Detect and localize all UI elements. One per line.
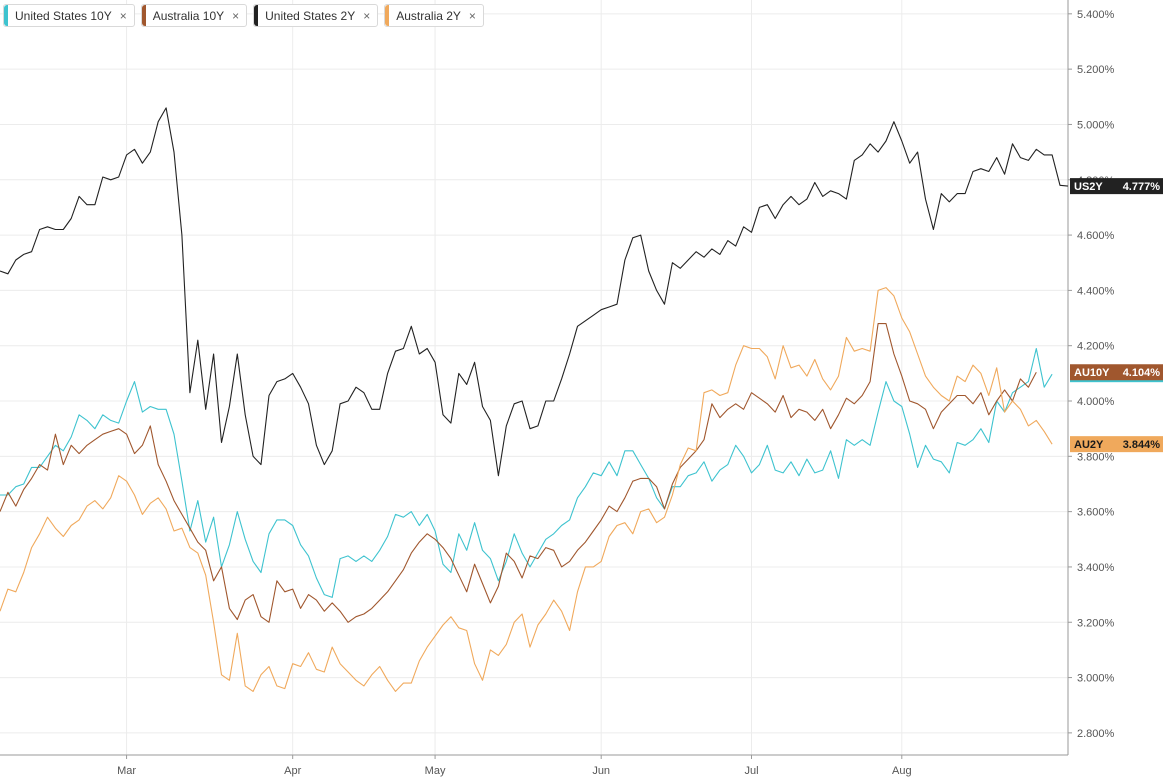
value-tag-au2y: AU2Y 3.844% <box>1070 436 1163 453</box>
value-tag-symbol: AU10Y <box>1074 367 1110 379</box>
legend-swatch <box>4 5 8 26</box>
legend-chip-au10y[interactable]: Australia 10Y × <box>140 4 248 27</box>
y-tick-label: 5.400% <box>1077 9 1115 21</box>
legend-label: United States 10Y <box>15 8 112 23</box>
value-tag-us2y: US2Y 4.777% <box>1070 178 1163 195</box>
value-tag-bg <box>1070 364 1163 381</box>
value-tag-symbol: AU2Y <box>1074 439 1104 451</box>
y-tick-label: 3.800% <box>1077 451 1115 463</box>
series-line-au2y <box>0 287 1053 692</box>
value-tag-bg <box>1070 436 1163 453</box>
y-tick-label: 2.800% <box>1077 728 1115 740</box>
y-tick-label: 3.600% <box>1077 507 1115 519</box>
close-icon[interactable]: × <box>232 8 240 23</box>
y-tick-label: 4.400% <box>1077 285 1115 297</box>
value-tag-value: 4.104% <box>1123 367 1161 379</box>
value-tag-value: 3.844% <box>1123 439 1161 451</box>
legend-label: United States 2Y <box>265 8 356 23</box>
close-icon[interactable]: × <box>468 8 476 23</box>
legend: United States 10Y × Australia 10Y × Unit… <box>3 4 484 27</box>
close-icon[interactable]: × <box>119 8 127 23</box>
x-tick-label: Apr <box>284 765 301 777</box>
legend-chip-us2y[interactable]: United States 2Y × <box>253 4 379 27</box>
close-icon[interactable]: × <box>363 8 371 23</box>
value-tag-au10y: AU10Y 4.104% <box>1070 364 1163 381</box>
x-tick-label: Aug <box>892 765 912 777</box>
legend-swatch <box>254 5 259 26</box>
value-tag-symbol: US2Y <box>1074 181 1103 193</box>
legend-chip-us10y[interactable]: United States 10Y × <box>3 4 135 27</box>
y-tick-label: 3.400% <box>1077 562 1115 574</box>
x-tick-label: Jun <box>592 765 610 777</box>
y-tick-label: 4.200% <box>1077 341 1115 353</box>
value-tag-bg <box>1070 178 1163 195</box>
x-tick-label: May <box>425 765 446 777</box>
series-line-au10y <box>0 323 1037 623</box>
y-tick-label: 3.200% <box>1077 617 1115 629</box>
y-tick-label: 5.200% <box>1077 64 1115 76</box>
series-line-us2y <box>0 107 1068 477</box>
y-tick-label: 5.000% <box>1077 119 1115 131</box>
y-tick-label: 4.600% <box>1077 230 1115 242</box>
x-tick-label: Mar <box>117 765 136 777</box>
legend-label: Australia 10Y <box>152 8 225 23</box>
legend-swatch <box>141 5 146 26</box>
legend-chip-au2y[interactable]: Australia 2Y × <box>384 4 484 27</box>
value-tag-value: 4.777% <box>1123 181 1161 193</box>
series-line-us10y <box>0 347 1053 598</box>
y-tick-label: 3.000% <box>1077 673 1115 685</box>
y-tick-label: 4.000% <box>1077 396 1115 408</box>
x-tick-label: Jul <box>744 765 758 777</box>
legend-swatch <box>385 5 390 26</box>
legend-label: Australia 2Y <box>396 8 461 23</box>
